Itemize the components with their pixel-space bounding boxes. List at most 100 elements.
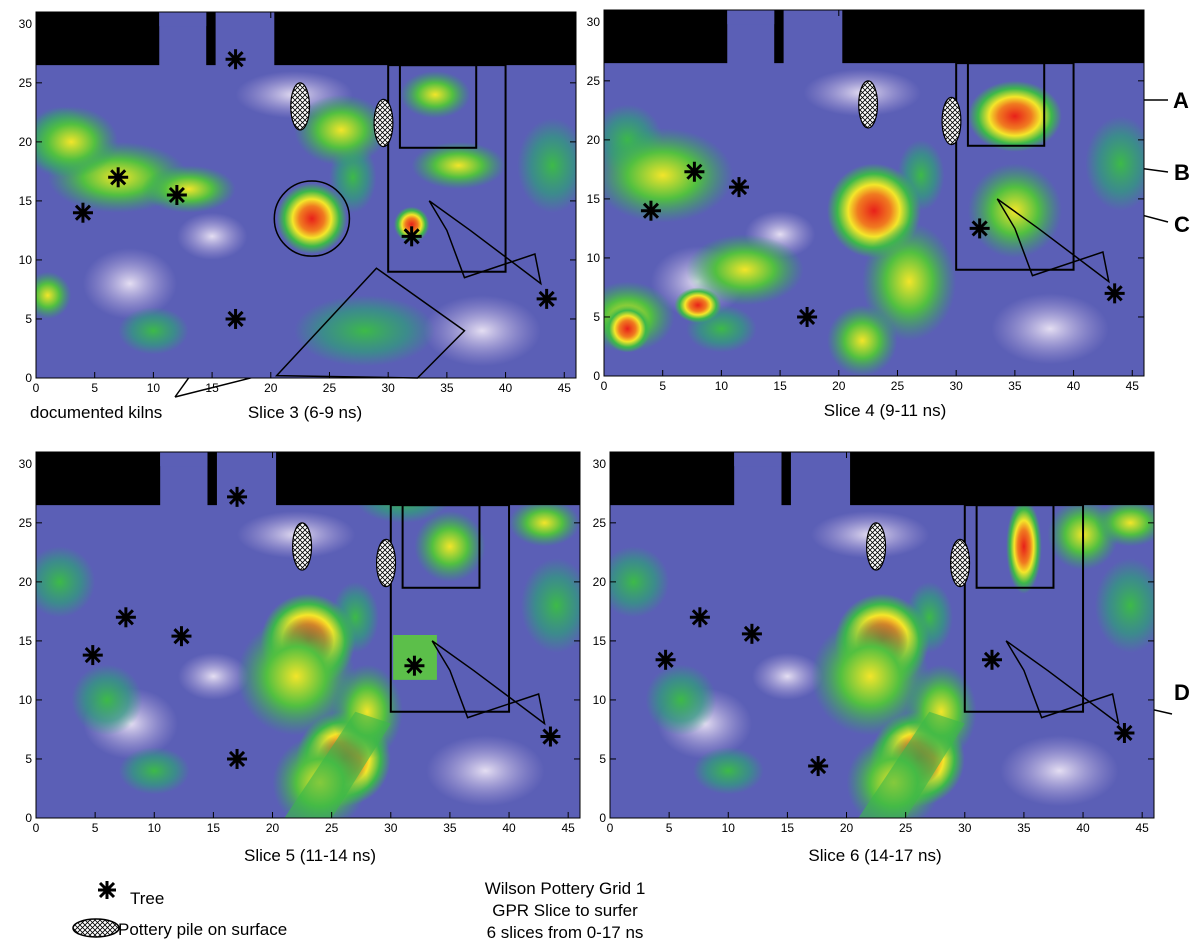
x-tick-label: 30 [384,821,398,835]
y-tick-label: 10 [587,251,601,265]
anomaly [414,511,485,582]
y-tick-label: 5 [593,310,600,324]
anomaly [119,747,190,794]
y-tick-label: 5 [25,752,32,766]
anomaly [1000,735,1118,806]
caption: Wilson Pottery Grid 1 GPR Slice to surfe… [485,879,646,942]
tree [73,203,93,223]
panel-title: Slice 6 (14-17 ns) [808,846,941,865]
x-tick-label: 10 [722,821,736,835]
callout-letter: B [1174,160,1190,185]
x-tick-label: 20 [840,821,854,835]
y-tick-label: 10 [19,253,33,267]
tree [684,162,704,182]
anomaly [1085,116,1155,210]
tree [742,624,762,644]
x-tick-label: 45 [1126,379,1140,393]
y-tick-label: 25 [19,516,33,530]
anomaly [991,293,1108,364]
x-tick-label: 40 [1076,821,1090,835]
pottery-pile [867,523,886,570]
pottery-pile [374,99,393,146]
x-tick-label: 35 [1017,821,1031,835]
panel-title: Slice 5 (11-14 ns) [244,846,376,865]
x-tick-label: 15 [781,821,795,835]
y-tick-label: 25 [593,516,607,530]
no-data [274,12,576,65]
tree [641,201,661,221]
y-tick-label: 25 [19,76,33,90]
x-tick-label: 35 [1008,379,1022,393]
no-data [610,452,734,505]
pottery-pile [942,97,961,144]
x-tick-label: 30 [958,821,972,835]
no-data [604,10,727,63]
map-image [581,10,1156,376]
x-tick-label: 45 [1135,821,1149,835]
tree [540,727,560,747]
y-tick-label: 0 [25,811,32,825]
anomaly [294,295,435,366]
no-data [842,10,1144,63]
x-tick-label: 0 [33,821,40,835]
anomaly [1095,499,1166,546]
no-data-purple [159,12,206,26]
no-data [781,452,790,505]
panel-title: Slice 4 (9-11 ns) [824,401,947,420]
tree [83,645,103,665]
panel-title: Slice 3 (6-9 ns) [248,403,362,422]
y-tick-label: 30 [19,457,33,471]
y-tick-label: 10 [19,693,33,707]
x-tick-label: 10 [148,821,162,835]
x-tick-label: 35 [440,381,454,395]
pottery-pile [951,539,970,586]
x-tick-label: 15 [773,379,787,393]
tree [1105,283,1125,303]
x-tick-label: 0 [33,381,40,395]
tree [116,607,136,627]
anomaly [426,735,544,806]
caption-line: Wilson Pottery Grid 1 [485,879,646,898]
y-tick-label: 20 [19,135,33,149]
tree [537,289,557,309]
x-tick-label: 45 [561,821,575,835]
y-tick-label: 0 [599,811,606,825]
tree [226,49,246,69]
anomaly [509,499,580,546]
x-tick-label: 15 [207,821,221,835]
legend-label: Tree [130,889,164,908]
anomaly [645,665,716,736]
anomaly [674,287,721,322]
tree [656,650,676,670]
x-tick-label: 5 [666,821,673,835]
tree [1114,723,1134,743]
anomaly [423,295,540,366]
anomaly [604,305,651,352]
x-tick-label: 45 [558,381,572,395]
x-tick-label: 10 [715,379,729,393]
anomaly [968,81,1062,152]
no-data [206,12,215,65]
pottery-pile [293,523,312,570]
anomaly [71,665,142,736]
figure: Tree Pottery pile on surface Wilson Pott… [0,0,1204,951]
tree [227,749,247,769]
x-tick-label: 40 [1067,379,1081,393]
x-tick-label: 25 [899,821,913,835]
y-tick-label: 30 [587,15,601,29]
anomaly [118,307,188,354]
map-panel: 051015202530354045051015202530Slice 5 (1… [19,452,592,865]
no-data [276,452,580,505]
callout-letter: A [1173,88,1189,113]
pile-icon [73,919,119,937]
x-tick-label: 25 [323,381,337,395]
x-tick-label: 25 [325,821,339,835]
pottery-pile [377,539,396,586]
anomaly [592,128,733,222]
pottery-pile [291,83,310,130]
no-data-purple [734,452,781,466]
y-tick-label: 15 [593,634,607,648]
x-tick-label: 0 [601,379,608,393]
x-tick-label: 35 [443,821,457,835]
